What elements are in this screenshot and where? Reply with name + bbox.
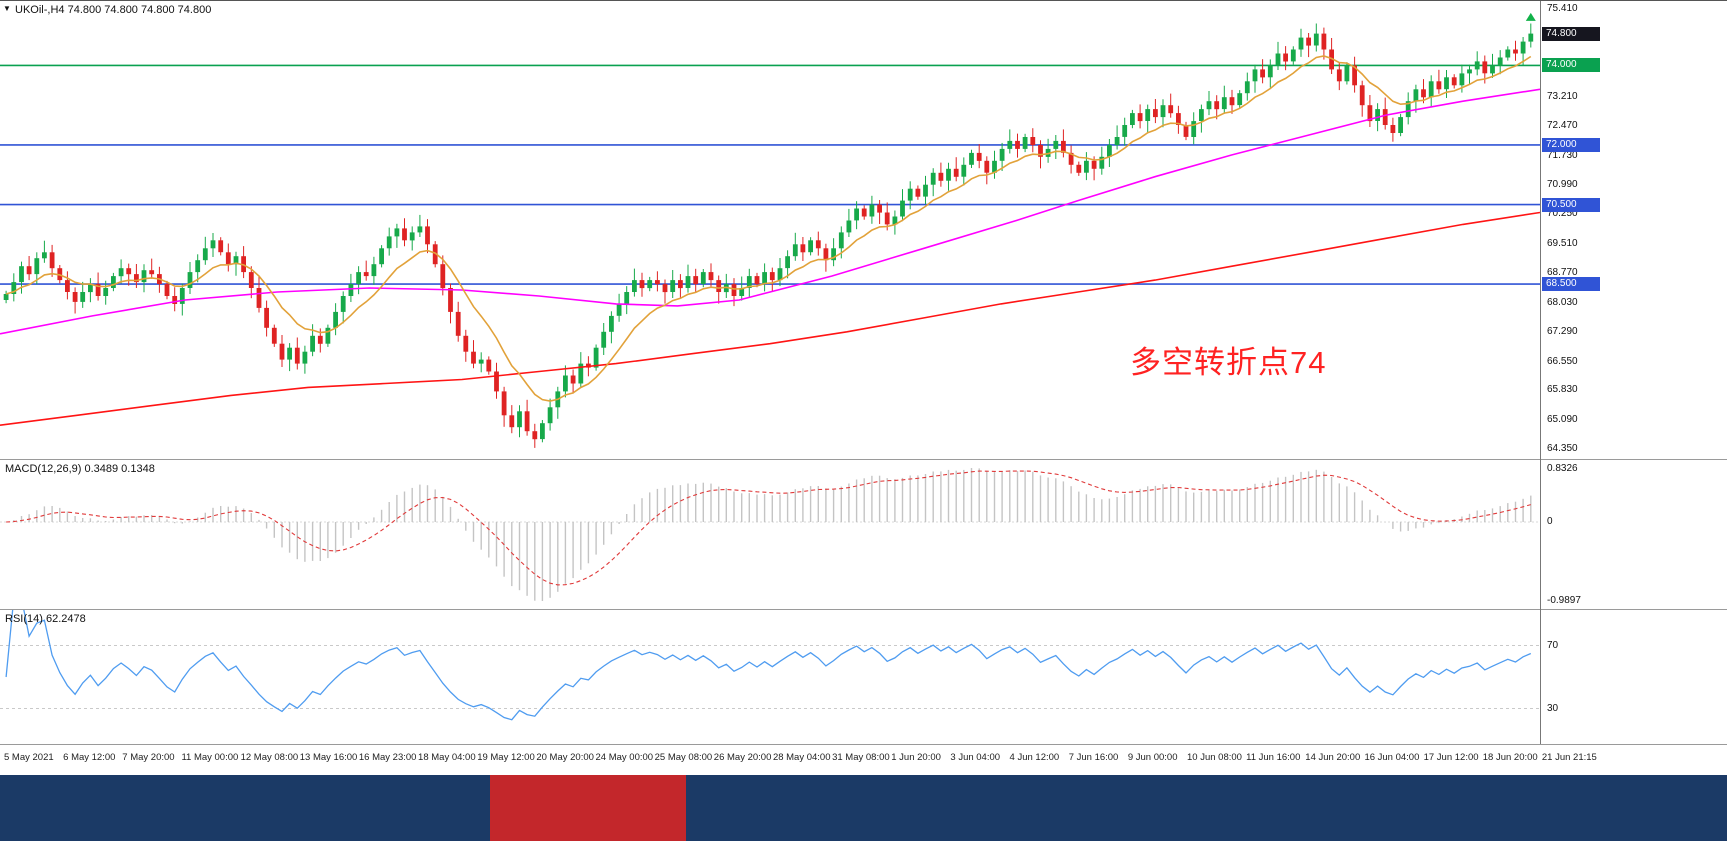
macd-axis-min-label: -0.9897 (1547, 595, 1581, 606)
time-tick-label: 11 May 00:00 (181, 752, 239, 763)
ohlc-quote-label: 74.800 74.800 74.800 74.800 (67, 4, 212, 16)
macd-label: MACD(12,26,9) 0.3489 0.1348 (5, 463, 155, 475)
time-tick-label: 26 May 20:00 (713, 752, 772, 763)
price-axis[interactable]: 75.410 73.210 72.470 71.730 70.990 70.250 69.5… (1541, 1, 1727, 459)
price-tick-label: 70.990 (1547, 179, 1578, 191)
bottom-bar-red-segment[interactable] (490, 775, 686, 841)
macd-axis[interactable]: 0.8326 0 -0.9897 (1541, 460, 1727, 609)
time-tick-label: 7 Jun 16:00 (1068, 752, 1119, 763)
rsi-value-label: 62.2478 (45, 613, 86, 625)
rsi-panel: RSI(14) 62.2478 70 30 (0, 610, 1727, 744)
price-tick-label: 66.550 (1547, 355, 1578, 367)
panel-divider[interactable] (0, 744, 1727, 745)
time-tick-label: 4 Jun 12:00 (1009, 752, 1060, 763)
price-tick-label: 67.290 (1547, 326, 1578, 338)
time-tick-label: 11 Jun 16:00 (1246, 752, 1301, 763)
chart-expander-icon[interactable]: ▼ (3, 4, 11, 13)
price-tick-label: 75.410 (1547, 3, 1578, 15)
macd-values-label: 0.3489 0.1348 (84, 463, 155, 475)
panel-divider[interactable] (0, 609, 1727, 610)
macd-name-label: MACD(12,26,9) (5, 463, 82, 475)
hline-price-box: 74.000 (1542, 58, 1600, 73)
panel-divider[interactable] (0, 459, 1727, 460)
time-tick-label: 17 Jun 12:00 (1423, 752, 1479, 763)
price-tick-label: 68.770 (1547, 267, 1578, 279)
buy-arrow-icon (1525, 12, 1536, 21)
price-tick-label: 68.030 (1547, 296, 1578, 308)
hline-price-box: 72.000 (1542, 137, 1600, 152)
annotation-text[interactable]: 多空转折点74 (1130, 345, 1327, 380)
time-axis[interactable]: 5 May 2021 6 May 12:00 7 May 20:00 11 May 0… (0, 745, 1727, 776)
time-tick-label: 3 Jun 04:00 (950, 752, 1001, 763)
rsi-plot-area[interactable] (0, 610, 1540, 744)
time-tick-label: 16 May 23:00 (358, 752, 417, 763)
main-plot-area[interactable] (0, 1, 1540, 459)
time-tick-label: 5 May 2021 (4, 752, 54, 763)
price-tick-label: 64.350 (1547, 443, 1578, 455)
rsi-level-label: 30 (1547, 702, 1559, 714)
time-tick-label: 14 Jun 20:00 (1305, 752, 1361, 763)
macd-axis-max-label: 0.8326 (1547, 463, 1578, 474)
time-tick-label: 1 Jun 20:00 (891, 752, 941, 763)
macd-axis-zero-label: 0 (1547, 515, 1553, 527)
rsi-axis[interactable]: 70 30 (1541, 610, 1727, 744)
price-tick-label: 65.830 (1547, 384, 1578, 396)
time-tick-label: 25 May 08:00 (654, 752, 713, 763)
symbol-timeframe-label: UKOil-,H4 (15, 4, 65, 16)
time-tick-label: 9 Jun 00:00 (1127, 752, 1178, 763)
rsi-level-label: 70 (1547, 639, 1559, 651)
time-tick-label: 28 May 04:00 (772, 752, 831, 763)
rsi-label: RSI(14) 62.2478 (5, 613, 86, 625)
chart-title: UKOil-,H4 74.800 74.800 74.800 74.800 (15, 4, 211, 16)
bottom-bar[interactable] (0, 775, 1727, 841)
price-tick-label: 69.510 (1547, 237, 1578, 249)
price-tick-label: 71.730 (1547, 149, 1578, 161)
rsi-name-label: RSI(14) (5, 613, 43, 625)
macd-plot-area[interactable] (0, 460, 1540, 609)
hline-price-box: 70.500 (1542, 197, 1600, 212)
time-tick-label: 19 May 12:00 (477, 752, 535, 763)
chart-window: ▼ UKOil-,H4 74.800 74.800 74.800 74.800 … (0, 0, 1727, 776)
time-tick-label: 13 May 16:00 (299, 752, 358, 763)
price-tick-label: 65.090 (1547, 413, 1578, 425)
price-tick-label: 72.470 (1547, 120, 1578, 132)
time-tick-label: 18 Jun 20:00 (1482, 752, 1538, 763)
time-tick-label: 31 May 08:00 (832, 752, 890, 763)
time-tick-label: 12 May 08:00 (240, 752, 299, 763)
macd-panel: MACD(12,26,9) 0.3489 0.1348 0.8326 0 -0.… (0, 460, 1727, 609)
price-tick-label: 70.250 (1547, 208, 1578, 220)
time-tick-label: 20 May 20:00 (536, 752, 594, 763)
time-tick-label: 18 May 04:00 (418, 752, 476, 763)
main-chart-panel: ▼ UKOil-,H4 74.800 74.800 74.800 74.800 … (0, 1, 1727, 459)
last-price-box: 74.800 (1542, 26, 1600, 41)
time-tick-label: 6 May 12:00 (63, 752, 116, 763)
time-tick-label: 24 May 00:00 (595, 752, 654, 763)
time-tick-label: 16 Jun 04:00 (1364, 752, 1420, 763)
time-tick-label: 7 May 20:00 (122, 752, 175, 763)
time-tick-label: 10 Jun 08:00 (1187, 752, 1242, 763)
price-tick-label: 73.210 (1547, 90, 1578, 102)
axis-separator-line (1540, 1, 1541, 744)
hline-price-box: 68.500 (1542, 277, 1600, 292)
time-tick-label: 21 Jun 21:15 (1541, 752, 1597, 763)
